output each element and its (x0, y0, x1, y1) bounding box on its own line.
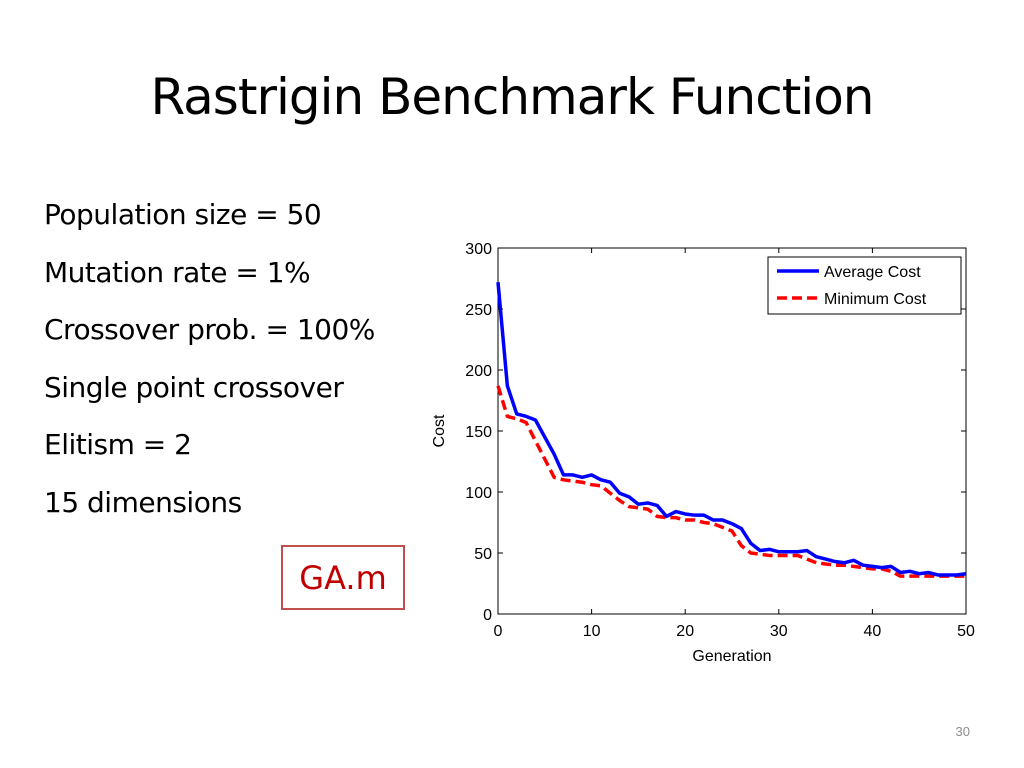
x-tick-label: 20 (676, 623, 694, 640)
file-link-label[interactable]: GA.m (299, 558, 387, 597)
slide-title: Rastrigin Benchmark Function (150, 68, 875, 126)
cost-chart: 0 10 20 30 40 50 0 50 100 150 200 250 300 Generation… (431, 241, 975, 665)
x-axis-label: Generation (692, 648, 771, 665)
y-tick-label: 50 (474, 546, 492, 563)
bullet-mutation-rate: Mutation rate = 1% (44, 255, 311, 289)
y-axis-label: Cost (431, 414, 448, 447)
series-average-cost-line (496, 282, 967, 577)
legend: Average Cost Minimum Cost (767, 256, 962, 315)
y-tick-label: 200 (465, 363, 492, 380)
x-tick-label: 50 (957, 623, 975, 640)
axis-ticks: 0 10 20 30 40 50 0 50 100 150 200 250 300 (465, 241, 975, 640)
bullet-elitism: Elitism = 2 (44, 428, 192, 461)
x-tick-label: 40 (864, 623, 882, 640)
bullet-crossover-type: Single point crossover (44, 370, 344, 404)
legend-box (767, 256, 962, 315)
parameter-list: Population size = 50 Mutation rate = 1% … (44, 186, 375, 531)
series-minimum-cost-line (496, 385, 966, 578)
y-tick-label: 150 (465, 424, 492, 441)
bullet-population-size: Population size = 50 (44, 198, 322, 231)
y-tick-label: 300 (465, 241, 492, 258)
y-tick-label: 0 (483, 607, 492, 624)
x-tick-label: 0 (494, 623, 503, 640)
x-tick-label: 10 (583, 623, 601, 640)
y-tick-label: 250 (465, 302, 492, 319)
page-number: 30 (955, 724, 970, 739)
legend-label-average: Average Cost (824, 264, 921, 281)
series-layer (496, 282, 967, 578)
legend-label-minimum: Minimum Cost (824, 291, 927, 308)
bullet-dimensions: 15 dimensions (44, 485, 242, 519)
x-tick-label: 30 (770, 623, 788, 640)
file-link-box[interactable]: GA.m (281, 545, 405, 610)
y-tick-label: 100 (465, 485, 492, 502)
bullet-crossover-prob: Crossover prob. = 100% (44, 313, 375, 346)
